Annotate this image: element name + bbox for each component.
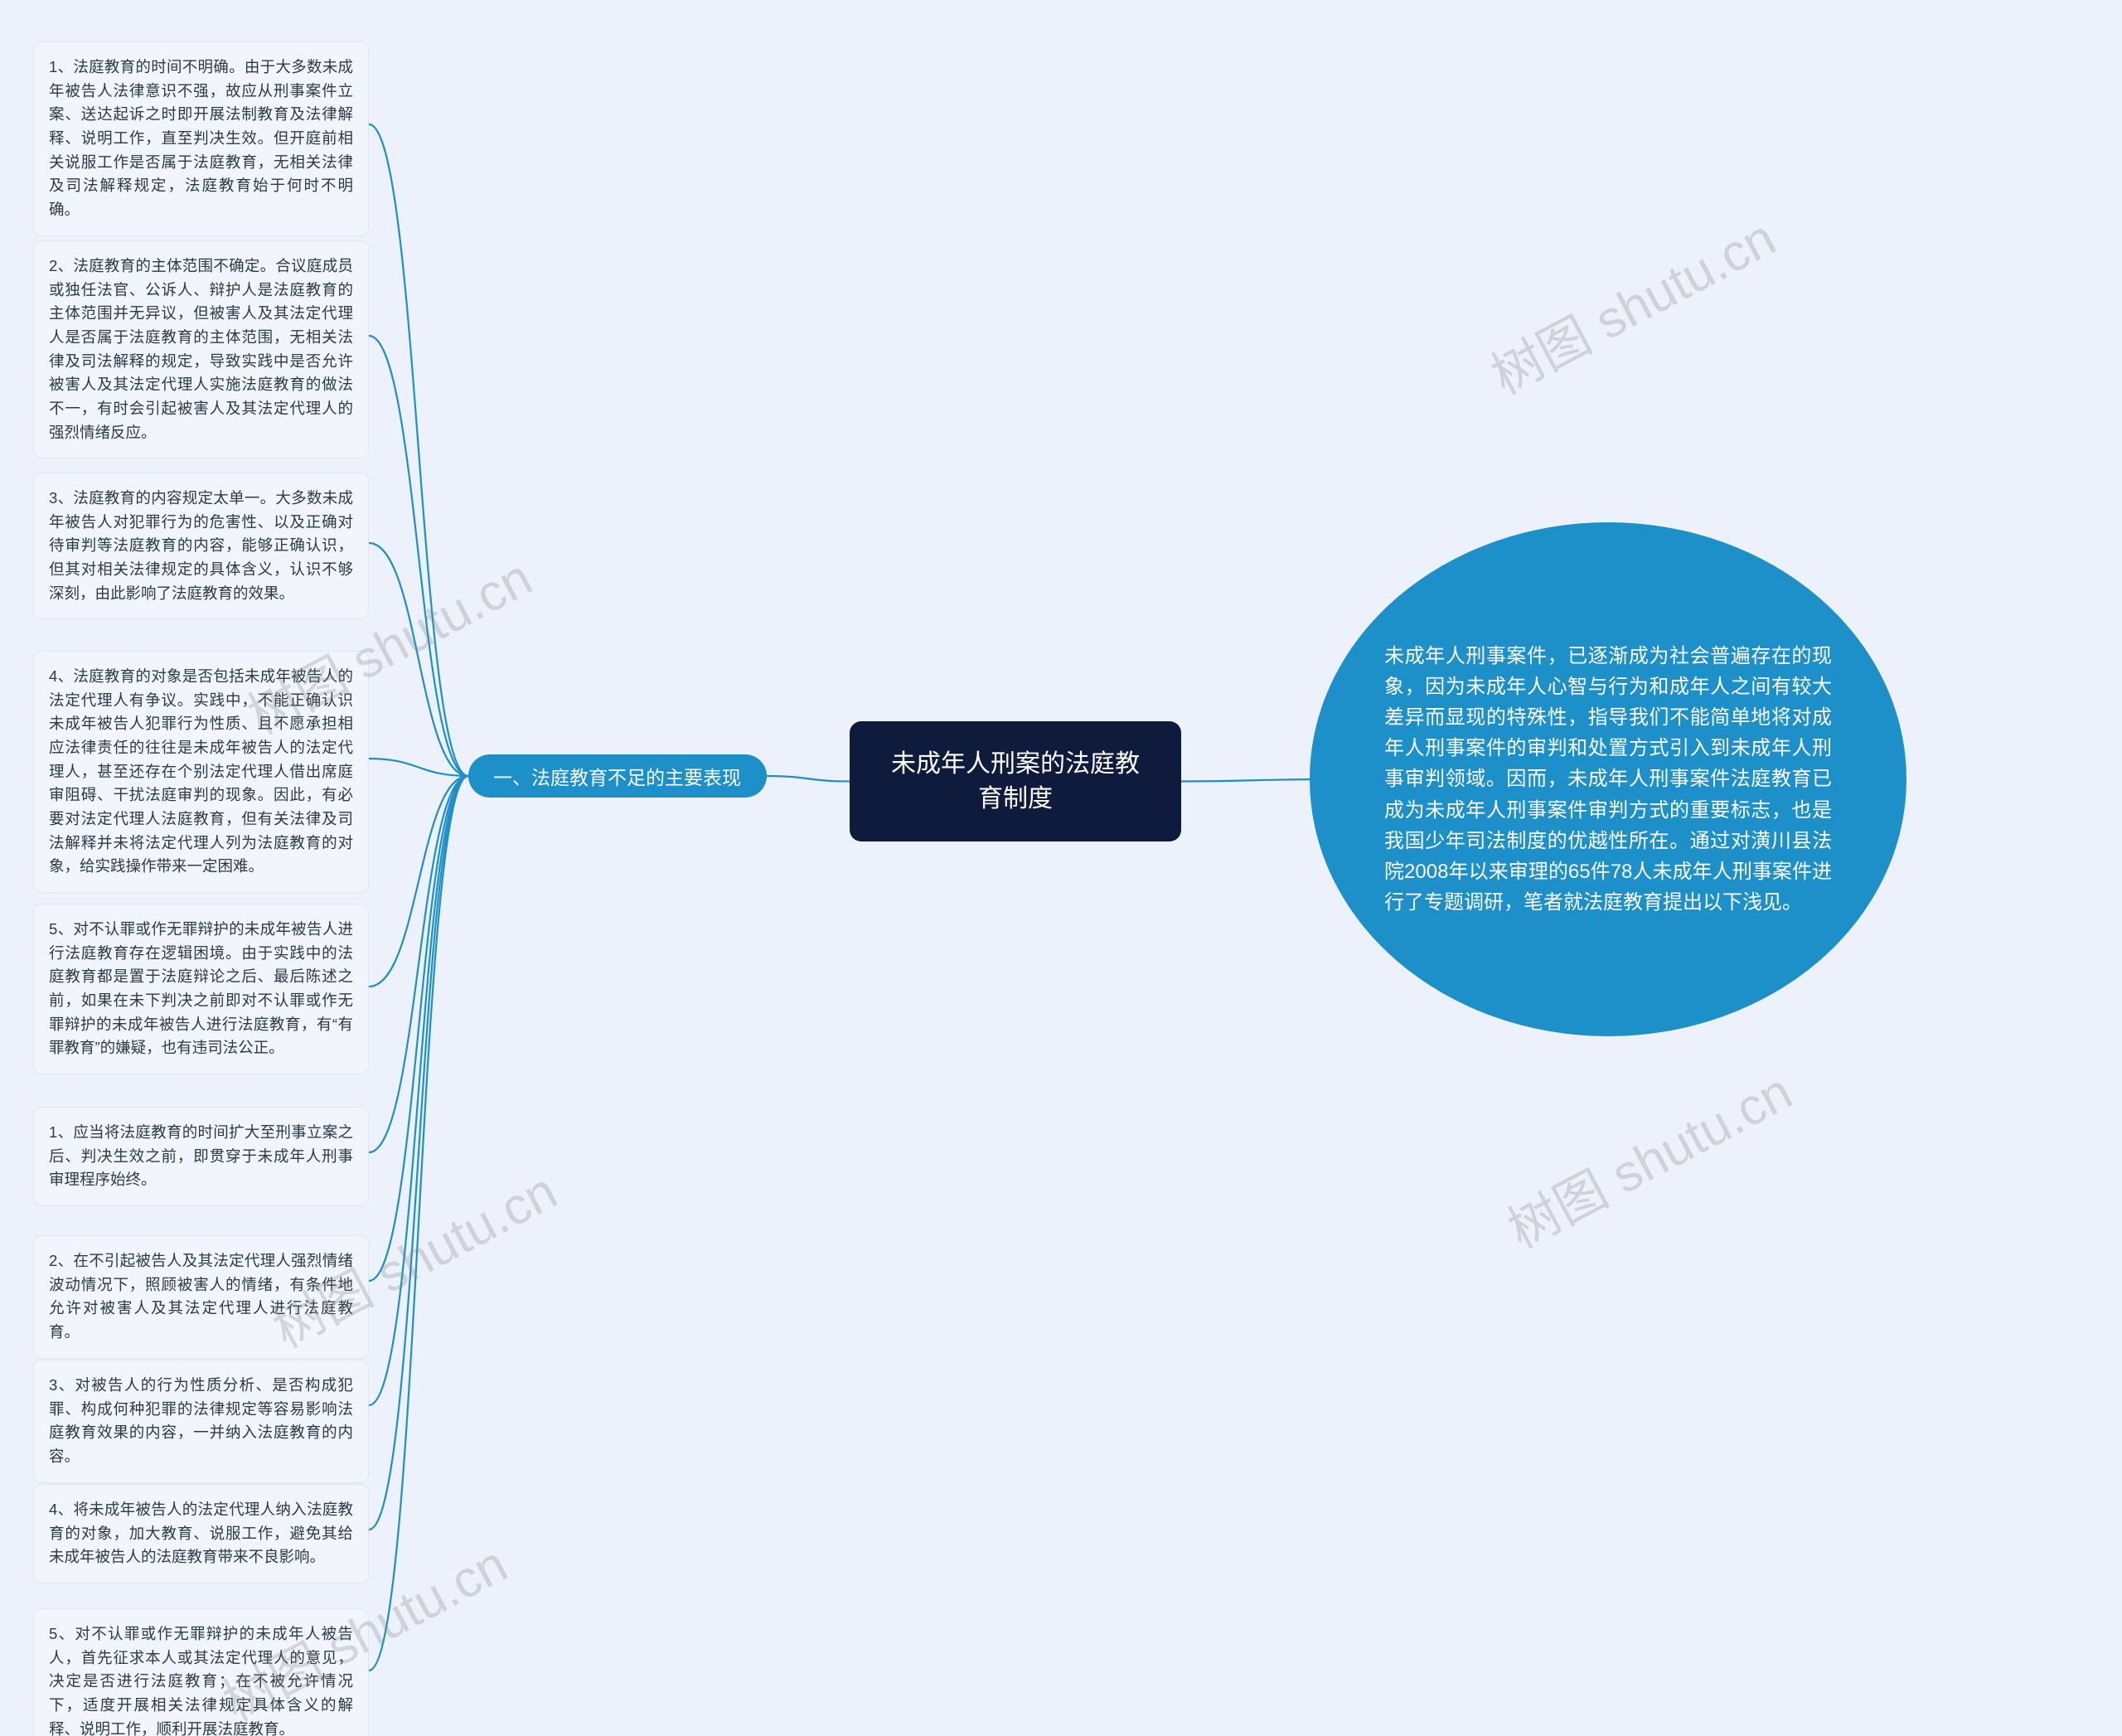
right-description-text: 未成年人刑事案件，已逐渐成为社会普遍存在的现象，因为未成年人心智与行为和成年人之… xyxy=(1384,641,1832,919)
branch-node: 一、法庭教育不足的主要表现 xyxy=(468,754,767,798)
leaf-node: 5、对不认罪或作无罪辩护的未成年人被告人，首先征求本人或其法定代理人的意见，决定… xyxy=(33,1608,369,1736)
leaf-text: 1、应当将法庭教育的时间扩大至刑事立案之后、判决生效之前，即贯穿于未成年人刑事审… xyxy=(49,1123,353,1188)
leaf-node: 1、应当将法庭教育的时间扩大至刑事立案之后、判决生效之前，即贯穿于未成年人刑事审… xyxy=(33,1107,369,1206)
leaf-text: 4、将未成年被告人的法定代理人纳入法庭教育的对象，加大教育、说服工作，避免其给未… xyxy=(49,1501,353,1565)
leaf-node: 2、法庭教育的主体范围不确定。合议庭成员或独任法官、公诉人、辩护人是法庭教育的主… xyxy=(33,240,369,458)
leaf-text: 3、法庭教育的内容规定太单一。大多数未成年被告人对犯罪行为的危害性、以及正确对待… xyxy=(49,489,353,602)
leaf-node: 1、法庭教育的时间不明确。由于大多数未成年被告人法律意识不强，故应从刑事案件立案… xyxy=(33,41,369,236)
leaf-node: 3、对被告人的行为性质分析、是否构成犯罪、构成何种犯罪的法律规定等容易影响法庭教… xyxy=(33,1360,369,1483)
leaf-node: 3、法庭教育的内容规定太单一。大多数未成年被告人对犯罪行为的危害性、以及正确对待… xyxy=(33,473,369,619)
leaf-node: 5、对不认罪或作无罪辩护的未成年被告人进行法庭教育存在逻辑困境。由于实践中的法庭… xyxy=(33,904,369,1074)
leaf-node: 4、将未成年被告人的法定代理人纳入法庭教育的对象，加大教育、说服工作，避免其给未… xyxy=(33,1484,369,1583)
leaf-text: 2、法庭教育的主体范围不确定。合议庭成员或独任法官、公诉人、辩护人是法庭教育的主… xyxy=(49,257,353,441)
leaf-text: 5、对不认罪或作无罪辩护的未成年人被告人，首先征求本人或其法定代理人的意见，决定… xyxy=(49,1625,353,1736)
leaf-text: 4、法庭教育的对象是否包括未成年被告人的法定代理人有争议。实践中，不能正确认识未… xyxy=(49,667,353,875)
right-description-bubble: 未成年人刑事案件，已逐渐成为社会普遍存在的现象，因为未成年人心智与行为和成年人之… xyxy=(1310,522,1906,1036)
leaf-text: 5、对不认罪或作无罪辩护的未成年被告人进行法庭教育存在逻辑困境。由于实践中的法庭… xyxy=(49,920,353,1056)
branch-node-text: 一、法庭教育不足的主要表现 xyxy=(493,762,741,790)
center-node: 未成年人刑案的法庭教育制度 xyxy=(850,721,1181,841)
leaf-node: 2、在不引起被告人及其法定代理人强烈情绪波动情况下，照顾被害人的情绪，有条件地允… xyxy=(33,1235,369,1359)
leaf-node: 4、法庭教育的对象是否包括未成年被告人的法定代理人有争议。实践中，不能正确认识未… xyxy=(33,651,369,893)
watermark-text: 树图 shutu.cn xyxy=(1493,1050,1803,1263)
leaf-text: 3、对被告人的行为性质分析、是否构成犯罪、构成何种犯罪的法律规定等容易影响法庭教… xyxy=(49,1376,353,1465)
watermark-text: 树图 shutu.cn xyxy=(1476,196,1786,409)
canvas: 未成年人刑案的法庭教育制度 未成年人刑事案件，已逐渐成为社会普遍存在的现象，因为… xyxy=(0,0,2122,1736)
leaf-text: 1、法庭教育的时间不明确。由于大多数未成年被告人法律意识不强，故应从刑事案件立案… xyxy=(49,58,353,218)
leaf-text: 2、在不引起被告人及其法定代理人强烈情绪波动情况下，照顾被害人的情绪，有条件地允… xyxy=(49,1252,353,1341)
center-node-text: 未成年人刑案的法庭教育制度 xyxy=(879,747,1151,817)
